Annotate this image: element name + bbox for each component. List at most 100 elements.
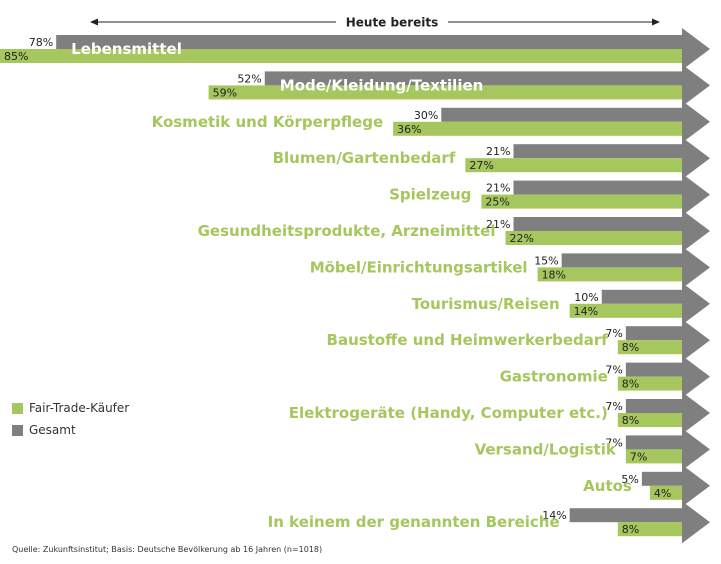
chart-row: 15%18% Möbel/Einrichtungsartikel [310, 246, 710, 289]
value-label-fair-trade: 8% [622, 341, 639, 354]
category-label: Blumen/Gartenbedarf [273, 149, 456, 167]
category-label: Tourismus/Reisen [412, 295, 560, 313]
value-label-fair-trade: 22% [509, 232, 533, 245]
category-label: Versand/Logistik [475, 440, 617, 458]
category-label: Kosmetik und Körperpflege [152, 113, 384, 131]
chart-row: 21%27% Blumen/Gartenbedarf [273, 137, 710, 180]
bar-total [641, 471, 682, 486]
row-arrow-icon [682, 137, 710, 180]
arrow-left-icon [90, 18, 98, 26]
value-label-total: 78% [29, 36, 53, 49]
bar-fair-trade [569, 303, 682, 318]
legend-item-fair-trade: Fair-Trade-Käufer [12, 397, 129, 419]
bar-fair-trade [465, 158, 682, 173]
value-label-total: 5% [621, 473, 638, 486]
bar-fair-trade [617, 413, 682, 427]
bar-total [625, 399, 682, 413]
chart-row: 7%8% Gastronomie [500, 355, 710, 398]
chart-row: 52%59% Mode/Kleidung/Textilien [208, 64, 710, 107]
bar-fair-trade [617, 340, 682, 355]
category-label: In keinem der genannten Bereiche [268, 513, 560, 531]
bar-total [625, 326, 682, 341]
category-label: Möbel/Einrichtungsartikel [310, 258, 528, 276]
chart-row: 7%8% Baustoffe und Heimwerkerbedarf [327, 319, 710, 362]
row-arrow-icon [682, 28, 710, 70]
value-label-total: 30% [414, 109, 438, 122]
row-arrow-icon [682, 64, 710, 107]
source-note: Quelle: Zukunftsinstitut; Basis: Deutsch… [12, 545, 323, 554]
chart-row: 5% 4% Autos [583, 464, 710, 507]
bar-total [441, 107, 682, 122]
value-label-total: 7% [605, 436, 622, 449]
category-label: Mode/Kleidung/Textilien [280, 76, 484, 94]
category-label: Lebensmittel [71, 40, 182, 58]
row-arrow-icon [682, 355, 710, 398]
chart-row: 7%8% Elektrogeräte (Handy, Computer etc.) [289, 392, 710, 434]
legend-item-total: Gesamt [12, 419, 129, 441]
value-label-fair-trade: 18% [542, 268, 566, 281]
bar-total [625, 435, 682, 450]
chart-row: 10%14% Tourismus/Reisen [412, 282, 710, 325]
value-label-total: 7% [605, 327, 622, 340]
header-label: Heute bereits [346, 16, 439, 30]
bar-total [625, 362, 682, 377]
bar-fair-trade [393, 121, 682, 136]
category-label: Spielzeug [389, 186, 471, 204]
bar-total [264, 71, 682, 86]
bar-fair-trade [505, 231, 682, 245]
value-label-total: 14% [542, 509, 566, 522]
legend-swatch-fair-trade [12, 402, 23, 414]
bar-fair-trade [208, 85, 683, 100]
bar-total [56, 35, 682, 49]
value-label-fair-trade: 59% [213, 86, 237, 99]
bar-total [601, 289, 682, 304]
row-arrow-icon [682, 428, 710, 471]
bar-total [513, 217, 682, 231]
legend-swatch-total [12, 424, 23, 436]
row-arrow-icon [682, 100, 710, 143]
header-arrow: Heute bereits [90, 16, 660, 30]
value-label-total: 21% [486, 182, 510, 195]
chart-row: 21%25% Spielzeug [389, 173, 710, 216]
category-label: Gesundheitsprodukte, Arzneimittel [198, 222, 496, 240]
value-label-fair-trade: 8% [622, 523, 639, 536]
row-arrow-icon [682, 392, 710, 434]
value-label-total: 10% [574, 291, 598, 304]
value-label-fair-trade: 25% [485, 196, 509, 209]
value-label-fair-trade: 85% [4, 50, 28, 63]
chart-row: 30%36% Kosmetik und Körperpflege [152, 100, 710, 143]
category-label: Elektrogeräte (Handy, Computer etc.) [289, 404, 608, 422]
bar-total [569, 508, 682, 523]
bar-total [513, 180, 682, 195]
value-label-fair-trade: 8% [622, 378, 639, 391]
value-label-fair-trade: 8% [622, 414, 639, 427]
value-label-fair-trade: 7% [630, 450, 647, 463]
legend-label-total: Gesamt [29, 423, 76, 437]
chart-row: 14% 8% In keinem der genannten Bereiche [268, 501, 710, 544]
row-arrow-icon [682, 464, 710, 507]
chart-row: 21%22% Gesundheitsprodukte, Arzneimittel [198, 210, 710, 252]
legend-label-fair-trade: Fair-Trade-Käufer [29, 401, 130, 415]
row-arrow-icon [682, 501, 710, 544]
category-label: Autos [583, 477, 632, 495]
category-label: Baustoffe und Heimwerkerbedarf [327, 331, 609, 349]
legend: Fair-Trade-Käufer Gesamt [12, 397, 129, 441]
row-arrow-icon [682, 210, 710, 252]
value-label-fair-trade: 36% [397, 123, 421, 136]
value-label-fair-trade: 27% [469, 159, 493, 172]
bar-fair-trade [617, 522, 682, 537]
value-label-total: 7% [605, 400, 622, 413]
arrow-right-icon [652, 18, 660, 26]
row-arrow-icon [682, 173, 710, 216]
value-label-fair-trade: 14% [574, 305, 598, 318]
bar-total [561, 253, 682, 268]
bar-fair-trade [649, 485, 682, 500]
chart-row: 78%85% Lebensmittel [0, 28, 710, 70]
value-label-total: 15% [534, 254, 558, 267]
row-arrow-icon [682, 246, 710, 289]
row-arrow-icon [682, 319, 710, 362]
value-label-total: 21% [486, 145, 510, 158]
bar-fair-trade [537, 267, 682, 282]
value-label-total: 21% [486, 218, 510, 231]
